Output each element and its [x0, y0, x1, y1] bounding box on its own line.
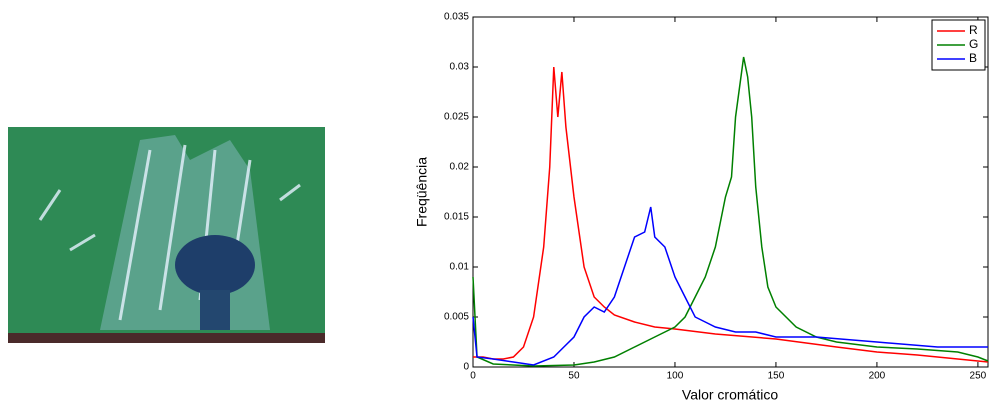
x-tick-label: 150 — [768, 371, 785, 382]
plot-frame — [472, 16, 989, 368]
y-tick-label: 0 — [463, 362, 469, 373]
x-tick-label: 0 — [470, 371, 476, 382]
series-line — [472, 206, 988, 366]
y-tick-label: 0.02 — [450, 162, 470, 173]
y-tick-label: 0.035 — [444, 12, 469, 23]
series-line — [473, 66, 989, 363]
x-tick-label: 250 — [970, 371, 987, 382]
y-axis-label: Freqüência — [414, 157, 430, 227]
legend-label: G — [969, 37, 978, 51]
x-tick-label: 200 — [869, 371, 886, 382]
x-tick-label: 50 — [568, 371, 580, 382]
y-tick-label: 0.015 — [444, 212, 469, 223]
series-line — [472, 56, 989, 367]
x-axis-label: Valor cromático — [682, 387, 778, 403]
x-tick-label: 100 — [667, 371, 684, 382]
y-tick-label: 0.025 — [444, 112, 469, 123]
legend-label: B — [969, 51, 977, 65]
legend-label: R — [969, 23, 978, 37]
y-tick-label: 0.005 — [444, 312, 469, 323]
photo — [8, 127, 325, 343]
y-tick-label: 0.03 — [450, 62, 470, 73]
y-tick-label: 0.01 — [450, 262, 470, 273]
